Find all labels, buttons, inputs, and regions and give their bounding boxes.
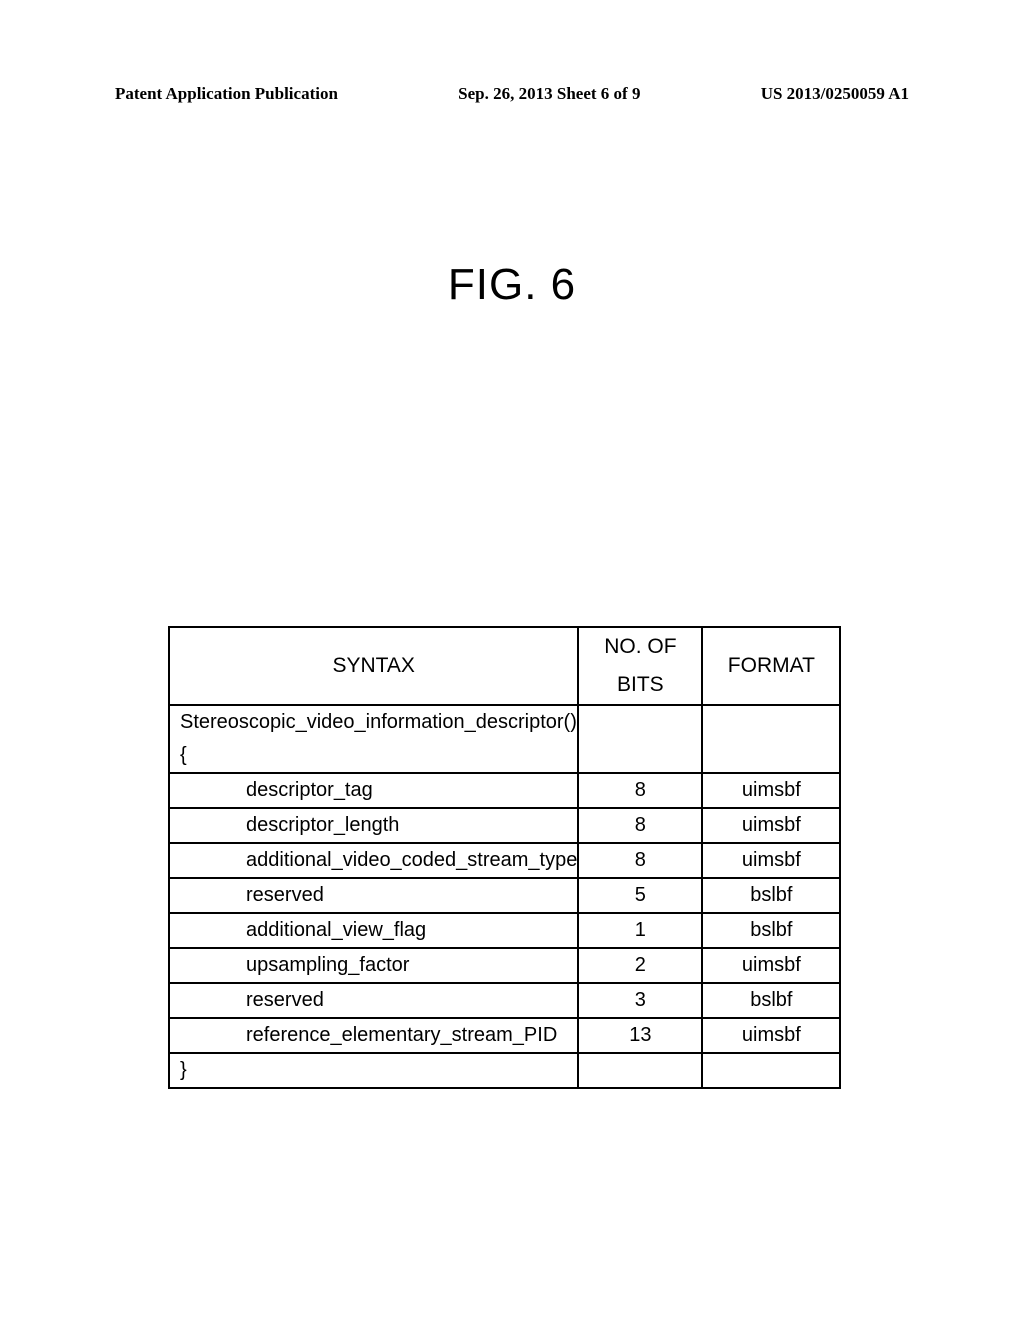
syntax-table: SYNTAX NO. OF BITS FORMAT Stereoscopic_v…	[168, 626, 841, 1089]
col-header-format: FORMAT	[702, 627, 840, 705]
format-cell: uimsbf	[702, 843, 840, 878]
table-row: reference_elementary_stream_PID13uimsbf	[169, 1018, 840, 1053]
header-center: Sep. 26, 2013 Sheet 6 of 9	[458, 84, 640, 104]
col-header-syntax: SYNTAX	[169, 627, 578, 705]
format-cell: uimsbf	[702, 808, 840, 843]
bits-cell: 5	[578, 878, 702, 913]
table-row: reserved3bslbf	[169, 983, 840, 1018]
header-right: US 2013/0250059 A1	[761, 84, 909, 104]
table-body: Stereoscopic_video_information_descripto…	[169, 705, 840, 1088]
format-cell: uimsbf	[702, 1018, 840, 1053]
page-header: Patent Application Publication Sep. 26, …	[115, 84, 909, 104]
syntax-cell: upsampling_factor	[169, 948, 578, 983]
bits-cell	[578, 1053, 702, 1088]
bits-cell: 13	[578, 1018, 702, 1053]
bits-cell: 8	[578, 773, 702, 808]
format-cell: bslbf	[702, 878, 840, 913]
syntax-cell: reserved	[169, 878, 578, 913]
syntax-cell: Stereoscopic_video_information_descripto…	[169, 705, 578, 773]
table-row: descriptor_tag8uimsbf	[169, 773, 840, 808]
syntax-table-container: SYNTAX NO. OF BITS FORMAT Stereoscopic_v…	[168, 626, 841, 1089]
table-row: Stereoscopic_video_information_descripto…	[169, 705, 840, 773]
format-cell: uimsbf	[702, 948, 840, 983]
format-cell: bslbf	[702, 913, 840, 948]
table-row: reserved5bslbf	[169, 878, 840, 913]
table-header-row: SYNTAX NO. OF BITS FORMAT	[169, 627, 840, 705]
syntax-cell: descriptor_tag	[169, 773, 578, 808]
col-header-bits: NO. OF BITS	[578, 627, 702, 705]
figure-label: FIG. 6	[0, 260, 1024, 310]
table-row: descriptor_length8uimsbf	[169, 808, 840, 843]
bits-cell: 8	[578, 843, 702, 878]
bits-cell: 8	[578, 808, 702, 843]
format-cell	[702, 1053, 840, 1088]
table-row: upsampling_factor2uimsbf	[169, 948, 840, 983]
format-cell	[702, 705, 840, 773]
syntax-cell: }	[169, 1053, 578, 1088]
header-left: Patent Application Publication	[115, 84, 338, 104]
bits-cell: 1	[578, 913, 702, 948]
syntax-cell: descriptor_length	[169, 808, 578, 843]
table-row: additional_video_coded_stream_type8uimsb…	[169, 843, 840, 878]
table-row: additional_view_flag1bslbf	[169, 913, 840, 948]
format-cell: bslbf	[702, 983, 840, 1018]
syntax-cell: additional_video_coded_stream_type	[169, 843, 578, 878]
table-row: }	[169, 1053, 840, 1088]
syntax-cell: additional_view_flag	[169, 913, 578, 948]
format-cell: uimsbf	[702, 773, 840, 808]
bits-cell	[578, 705, 702, 773]
syntax-cell: reserved	[169, 983, 578, 1018]
bits-cell: 2	[578, 948, 702, 983]
bits-cell: 3	[578, 983, 702, 1018]
syntax-cell: reference_elementary_stream_PID	[169, 1018, 578, 1053]
